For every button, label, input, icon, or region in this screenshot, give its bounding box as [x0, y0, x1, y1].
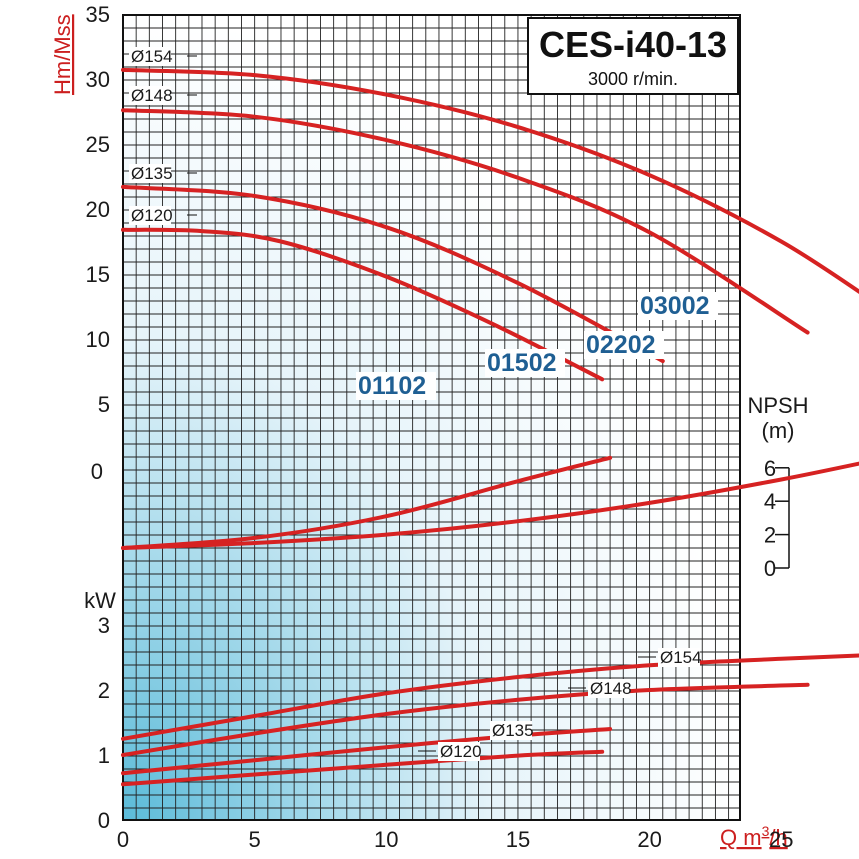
head-zero-label: 0 [91, 459, 103, 484]
power-curve [121, 749, 605, 787]
label-bg [438, 742, 480, 761]
head-diameter-label: Ø148 [131, 86, 173, 105]
label-bg [129, 206, 171, 225]
head-tick-label: 30 [86, 67, 110, 92]
head-tick-label: 35 [86, 2, 110, 27]
grid [122, 14, 740, 820]
model-code-label: 02202 [586, 331, 656, 359]
npsh-axis-label: NPSH [747, 393, 808, 418]
model-code-bg [485, 349, 565, 377]
npsh-tick-label: 2 [764, 523, 776, 548]
power-curve [121, 727, 613, 776]
tick-labels: 05101520253035302520151053210 [86, 2, 794, 852]
x-axis-label: Q m3/h [720, 823, 788, 850]
power-curve [121, 653, 859, 741]
npsh-curve [121, 455, 613, 550]
head-diameter-label: Ø120 [131, 206, 173, 225]
power-tick-label: 2 [98, 678, 110, 703]
power-tick-label: 1 [98, 743, 110, 768]
power-diameter-label: Ø120 [440, 742, 482, 761]
head-diameter-label: Ø135 [131, 164, 173, 183]
npsh-tick-label: 4 [764, 489, 776, 514]
model-code-label: 01502 [487, 349, 557, 377]
npsh-curve [121, 461, 859, 550]
power-tick-label: 3 [98, 613, 110, 638]
chart-title: CES-i40-13 [539, 24, 727, 65]
power-diameter-label: Ø148 [590, 679, 632, 698]
head-curve [121, 108, 810, 335]
label-bg [129, 86, 171, 105]
head-diameter-label: Ø154 [131, 47, 173, 66]
head-curve [121, 67, 859, 295]
model-code-bg [584, 331, 664, 359]
model-code-bg [638, 292, 718, 320]
label-bg [490, 721, 532, 740]
chart-subtitle: 3000 r/min. [588, 69, 678, 89]
head-tick-label: 25 [86, 132, 110, 157]
head-tick-label: 5 [98, 392, 110, 417]
npsh-axis-unit: (m) [762, 418, 795, 443]
power-curve [121, 682, 810, 757]
head-tick-label: 15 [86, 262, 110, 287]
x-tick-label: 10 [374, 827, 398, 852]
power-diameter-label: Ø154 [660, 648, 702, 667]
label-bg [588, 679, 630, 698]
head-curve [121, 227, 605, 382]
label-bg [129, 164, 171, 183]
model-code-label: 01102 [358, 372, 426, 400]
label-bg [129, 47, 171, 66]
npsh-tick-label: 6 [764, 456, 776, 481]
x-tick-label: 5 [249, 827, 261, 852]
power-axis-label: kW [84, 588, 116, 613]
head-curve [121, 184, 665, 364]
curve-labels: Ø154 Ø148 Ø135 Ø120 03002 02202 01502 01102 Ø154… [129, 47, 718, 761]
power-diameter-label: Ø135 [492, 721, 534, 740]
head-tick-label: 10 [86, 327, 110, 352]
x-tick-label: 25 [769, 827, 793, 852]
npsh-axis: 6 4 2 0 [764, 456, 790, 581]
head-axis-label: Hm/Mss [50, 14, 75, 95]
power-tick-label: 0 [98, 808, 110, 833]
model-code-bg [356, 372, 436, 400]
model-code-label: 03002 [640, 292, 710, 320]
x-tick-label: 15 [506, 827, 530, 852]
head-tick-label: 20 [86, 197, 110, 222]
curves [121, 67, 859, 787]
label-bg [658, 648, 700, 667]
npsh-tick-label: 0 [764, 556, 776, 581]
plot-frame [122, 14, 741, 821]
x-tick-label: 0 [117, 827, 129, 852]
title-box [527, 17, 739, 95]
x-tick-label: 20 [637, 827, 661, 852]
